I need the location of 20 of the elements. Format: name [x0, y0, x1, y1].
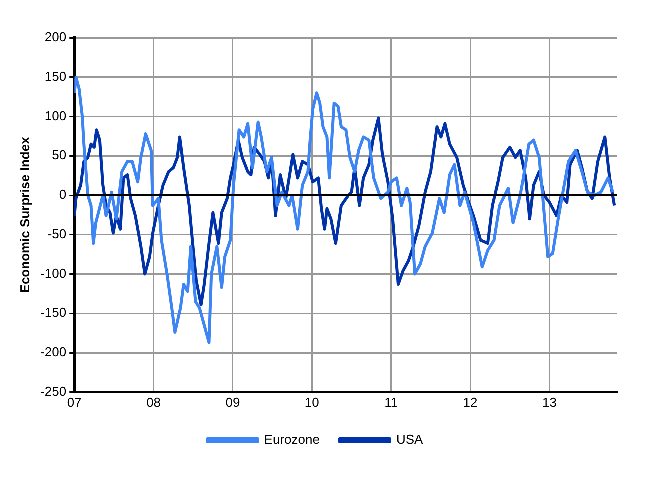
y-tick-label: 50: [52, 148, 67, 163]
y-tick-label: -250: [40, 384, 67, 399]
x-tick-label: 09: [226, 394, 240, 410]
y-tick-label: -150: [40, 305, 67, 320]
x-tick-label: 11: [384, 394, 398, 410]
x-tick-label: 10: [304, 394, 320, 410]
legend-label: Eurozone: [264, 432, 320, 448]
y-tick-label: -200: [40, 344, 67, 360]
y-tick-label: -100: [40, 266, 67, 281]
x-tick-label: 08: [146, 394, 162, 410]
y-tick-label: 150: [44, 68, 67, 84]
y-axis-title: Economic Surprise Index: [17, 136, 32, 294]
y-tick-label: 200: [44, 30, 67, 45]
x-tick-label: 12: [463, 394, 478, 410]
y-tick-label: 100: [44, 108, 67, 124]
legend-label: USA: [396, 432, 424, 448]
y-tick-label: 0: [59, 187, 67, 202]
x-tick-label: 13: [542, 394, 557, 410]
y-tick-label: -50: [48, 226, 67, 242]
x-tick-label: 07: [67, 394, 82, 410]
